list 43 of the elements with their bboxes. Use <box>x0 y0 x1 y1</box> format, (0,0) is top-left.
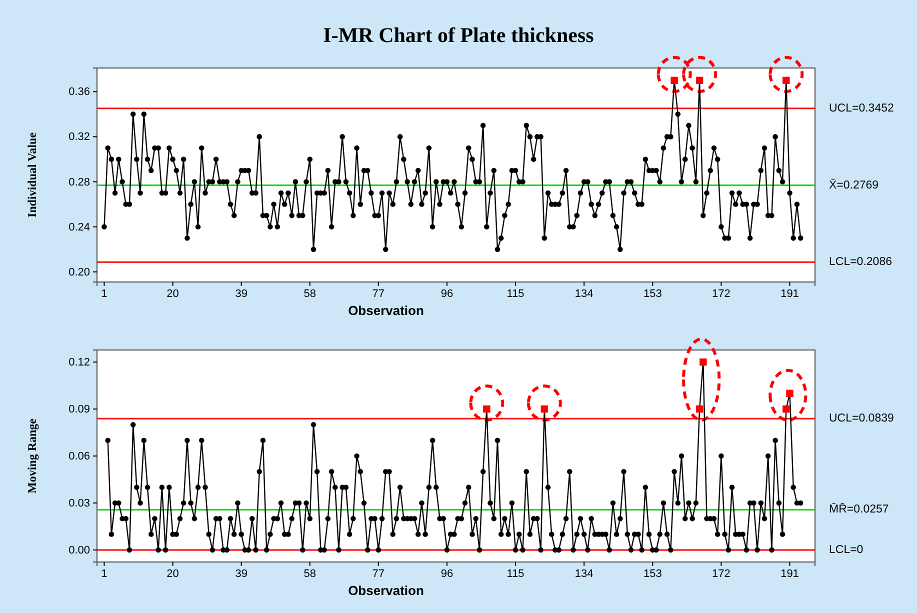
y-tick-label: 0.06 <box>68 450 90 463</box>
x-axis-title: Observation <box>348 583 424 598</box>
ref-line-label: UCL=0.0839 <box>829 412 894 425</box>
y-tick-label: 0.09 <box>68 404 90 416</box>
x-tick-label: 134 <box>574 568 594 580</box>
x-tick-label: 39 <box>235 568 248 580</box>
x-tick-label: 20 <box>166 568 179 580</box>
y-tick-label: 0.00 <box>68 544 90 556</box>
x-tick-label: 191 <box>780 288 799 300</box>
x-tick-label: 1 <box>101 568 108 580</box>
x-tick-label: 96 <box>440 288 454 300</box>
ref-line-label: UCL=0.3452 <box>829 102 894 114</box>
y-tick-label: 0.32 <box>68 131 90 144</box>
ref-line-label: LCL=0.2086 <box>829 256 892 268</box>
ref-line-label: M̄R̄=0.0257 <box>829 502 889 516</box>
x-tick-label: 115 <box>506 568 524 580</box>
x-tick-label: 20 <box>166 288 179 300</box>
x-tick-label: 153 <box>643 288 662 300</box>
x-tick-label: 153 <box>643 568 662 580</box>
y-tick-label: 0.20 <box>68 266 90 278</box>
y-tick-label: 0.24 <box>68 221 90 234</box>
x-tick-label: 115 <box>506 288 524 300</box>
x-axis-title: Observation <box>348 303 424 318</box>
x-tick-label: 96 <box>440 568 454 580</box>
y-axis-title: Moving Range <box>25 418 39 494</box>
y-tick-label: 0.36 <box>68 86 90 98</box>
x-tick-label: 58 <box>304 568 316 580</box>
y-tick-label: 0.12 <box>68 356 90 369</box>
x-tick-label: 172 <box>712 568 730 580</box>
y-axis-title: Individual Value <box>25 132 39 218</box>
x-tick-label: 191 <box>780 568 799 580</box>
chart-title: I-MR Chart of Plate thickness <box>323 23 594 47</box>
ref-line-label: X̄=0.2769 <box>829 178 879 192</box>
x-tick-label: 77 <box>372 568 385 580</box>
ref-line-label: LCL=0 <box>829 544 864 556</box>
x-tick-label: 39 <box>235 288 248 300</box>
y-tick-label: 0.03 <box>68 497 90 510</box>
x-tick-label: 77 <box>372 288 385 300</box>
x-tick-label: 1 <box>101 288 108 300</box>
x-tick-label: 172 <box>712 288 730 300</box>
x-tick-label: 58 <box>304 288 316 300</box>
x-tick-label: 134 <box>574 288 594 300</box>
y-tick-label: 0.28 <box>68 176 90 188</box>
